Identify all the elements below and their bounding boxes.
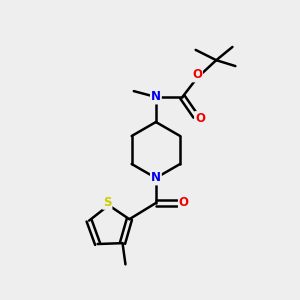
Text: N: N — [151, 91, 161, 103]
Text: S: S — [103, 196, 112, 209]
Text: O: O — [192, 68, 202, 81]
Text: O: O — [195, 112, 205, 125]
Text: N: N — [151, 172, 161, 184]
Text: O: O — [179, 196, 189, 209]
